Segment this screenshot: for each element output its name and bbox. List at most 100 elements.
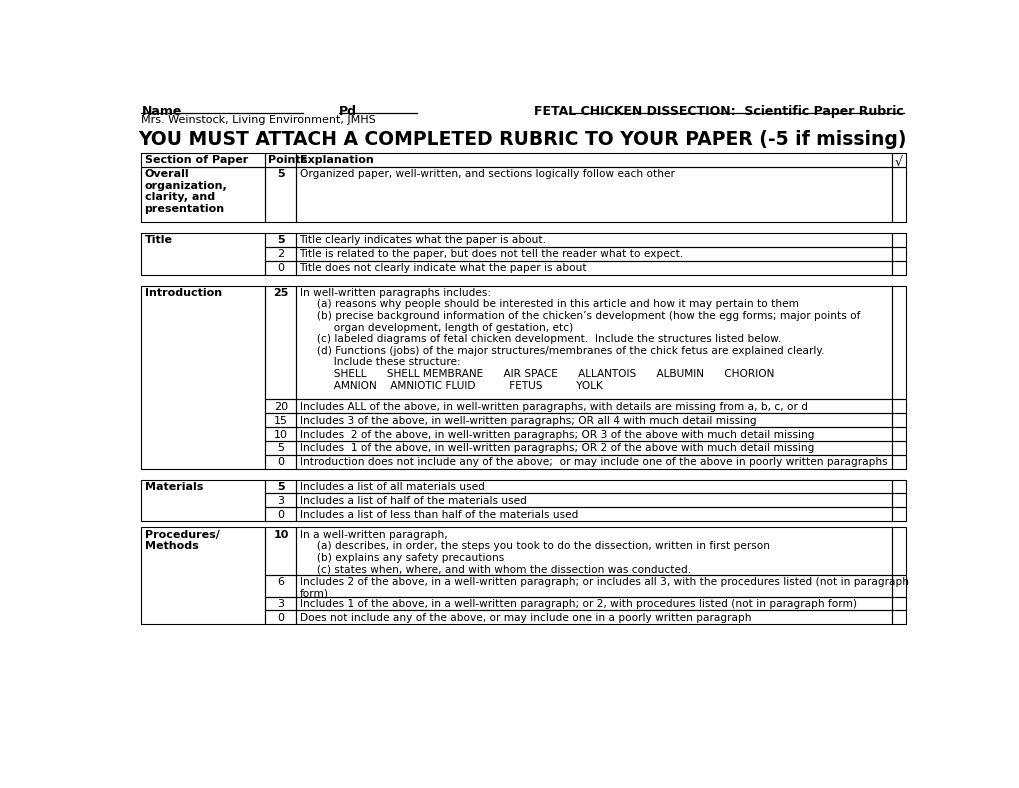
Text: 3: 3	[277, 599, 284, 609]
Bar	[142, 153, 265, 167]
Bar	[891, 427, 906, 441]
Bar	[265, 261, 297, 275]
Text: Introduction: Introduction	[145, 288, 221, 298]
Bar	[297, 261, 891, 275]
Bar	[265, 400, 297, 414]
Text: 5: 5	[277, 444, 284, 453]
Text: Includes ALL of the above, in well-written paragraphs, with details are missing : Includes ALL of the above, in well-writt…	[300, 402, 807, 412]
Text: 15: 15	[274, 415, 287, 426]
Bar	[891, 455, 906, 469]
Bar	[142, 527, 265, 624]
Text: Includes 3 of the above, in well-written paragraphs; OR all 4 with much detail m: Includes 3 of the above, in well-written…	[300, 415, 755, 426]
Text: Pd: Pd	[338, 105, 357, 117]
Text: Includes 2 of the above, in a well-written paragraph; or includes all 3, with th: Includes 2 of the above, in a well-writt…	[300, 578, 908, 599]
Bar	[297, 493, 891, 507]
Bar	[891, 153, 906, 167]
Text: Points: Points	[268, 155, 307, 165]
Text: Materials: Materials	[145, 482, 203, 492]
Bar	[297, 575, 891, 597]
Bar	[265, 285, 297, 400]
Bar	[265, 480, 297, 493]
Bar	[265, 233, 297, 247]
Text: Includes a list of all materials used: Includes a list of all materials used	[300, 482, 484, 492]
Text: Introduction does not include any of the above;  or may include one of the above: Introduction does not include any of the…	[300, 457, 887, 467]
Text: Section of Paper: Section of Paper	[145, 155, 248, 165]
Bar	[297, 480, 891, 493]
Text: 10: 10	[273, 530, 288, 540]
Bar	[297, 527, 891, 575]
Bar	[142, 233, 265, 275]
Text: 6: 6	[277, 578, 284, 587]
Bar	[142, 167, 265, 222]
Text: Explanation: Explanation	[300, 155, 373, 165]
Text: Includes  2 of the above, in well-written paragraphs; OR 3 of the above with muc: Includes 2 of the above, in well-written…	[300, 429, 813, 440]
Bar	[265, 247, 297, 261]
Text: Overall
organization,
clarity, and
presentation: Overall organization, clarity, and prese…	[145, 169, 227, 214]
Text: Includes a list of half of the materials used: Includes a list of half of the materials…	[300, 496, 526, 506]
Text: YOU MUST ATTACH A COMPLETED RUBRIC TO YOUR PAPER (-5 if missing): YOU MUST ATTACH A COMPLETED RUBRIC TO YO…	[139, 130, 906, 149]
Bar	[297, 167, 891, 222]
Bar	[891, 441, 906, 455]
Text: √: √	[894, 156, 902, 169]
Text: 0: 0	[277, 510, 284, 519]
Text: 0: 0	[277, 457, 284, 467]
Text: Title clearly indicates what the paper is about.: Title clearly indicates what the paper i…	[300, 236, 546, 246]
Bar	[265, 611, 297, 624]
Text: 20: 20	[274, 402, 287, 412]
Text: In a well-written paragraph,
     (a) describes, in order, the steps you took to: In a well-written paragraph, (a) describ…	[300, 530, 768, 574]
Text: 25: 25	[273, 288, 288, 298]
Bar	[891, 261, 906, 275]
Bar	[297, 285, 891, 400]
Bar	[297, 427, 891, 441]
Bar	[142, 285, 265, 469]
Text: Organized paper, well-written, and sections logically follow each other: Organized paper, well-written, and secti…	[300, 169, 674, 179]
Bar	[891, 575, 906, 597]
Text: Does not include any of the above, or may include one in a poorly written paragr: Does not include any of the above, or ma…	[300, 613, 750, 623]
Bar	[297, 611, 891, 624]
Bar	[891, 507, 906, 521]
Text: In well-written paragraphs includes:
     (a) reasons why people should be inter: In well-written paragraphs includes: (a)…	[300, 288, 859, 391]
Text: 2: 2	[277, 249, 284, 259]
Text: Mrs. Weinstock, Living Environment, JMHS: Mrs. Weinstock, Living Environment, JMHS	[142, 115, 376, 125]
Bar	[265, 527, 297, 575]
Bar	[891, 527, 906, 575]
Text: 5: 5	[277, 482, 284, 492]
Bar	[891, 247, 906, 261]
Bar	[265, 167, 297, 222]
Bar	[891, 493, 906, 507]
Text: 3: 3	[277, 496, 284, 506]
Text: Includes  1 of the above, in well-written paragraphs; OR 2 of the above with muc: Includes 1 of the above, in well-written…	[300, 444, 813, 453]
Bar	[265, 427, 297, 441]
Text: Title: Title	[145, 236, 172, 246]
Bar	[265, 153, 297, 167]
Bar	[891, 597, 906, 611]
Bar	[265, 414, 297, 427]
Bar	[891, 233, 906, 247]
Bar	[265, 597, 297, 611]
Text: Includes a list of less than half of the materials used: Includes a list of less than half of the…	[300, 510, 578, 519]
Bar	[297, 597, 891, 611]
Text: Includes 1 of the above, in a well-written paragraph; or 2, with procedures list: Includes 1 of the above, in a well-writt…	[300, 599, 856, 609]
Bar	[265, 441, 297, 455]
Bar	[297, 414, 891, 427]
Text: Title is related to the paper, but does not tell the reader what to expect.: Title is related to the paper, but does …	[300, 249, 683, 259]
Text: 0: 0	[277, 263, 284, 273]
Bar	[297, 233, 891, 247]
Text: 5: 5	[277, 236, 284, 246]
Bar	[265, 455, 297, 469]
Bar	[297, 153, 891, 167]
Bar	[891, 400, 906, 414]
Text: 0: 0	[277, 613, 284, 623]
Bar	[297, 507, 891, 521]
Bar	[297, 400, 891, 414]
Bar	[297, 247, 891, 261]
Bar	[891, 167, 906, 222]
Text: Name: Name	[142, 105, 181, 117]
Bar	[297, 441, 891, 455]
Text: Title does not clearly indicate what the paper is about: Title does not clearly indicate what the…	[300, 263, 587, 273]
Bar	[891, 285, 906, 400]
Bar	[265, 575, 297, 597]
Bar	[891, 480, 906, 493]
Bar	[265, 493, 297, 507]
Text: Procedures/
Methods: Procedures/ Methods	[145, 530, 219, 552]
